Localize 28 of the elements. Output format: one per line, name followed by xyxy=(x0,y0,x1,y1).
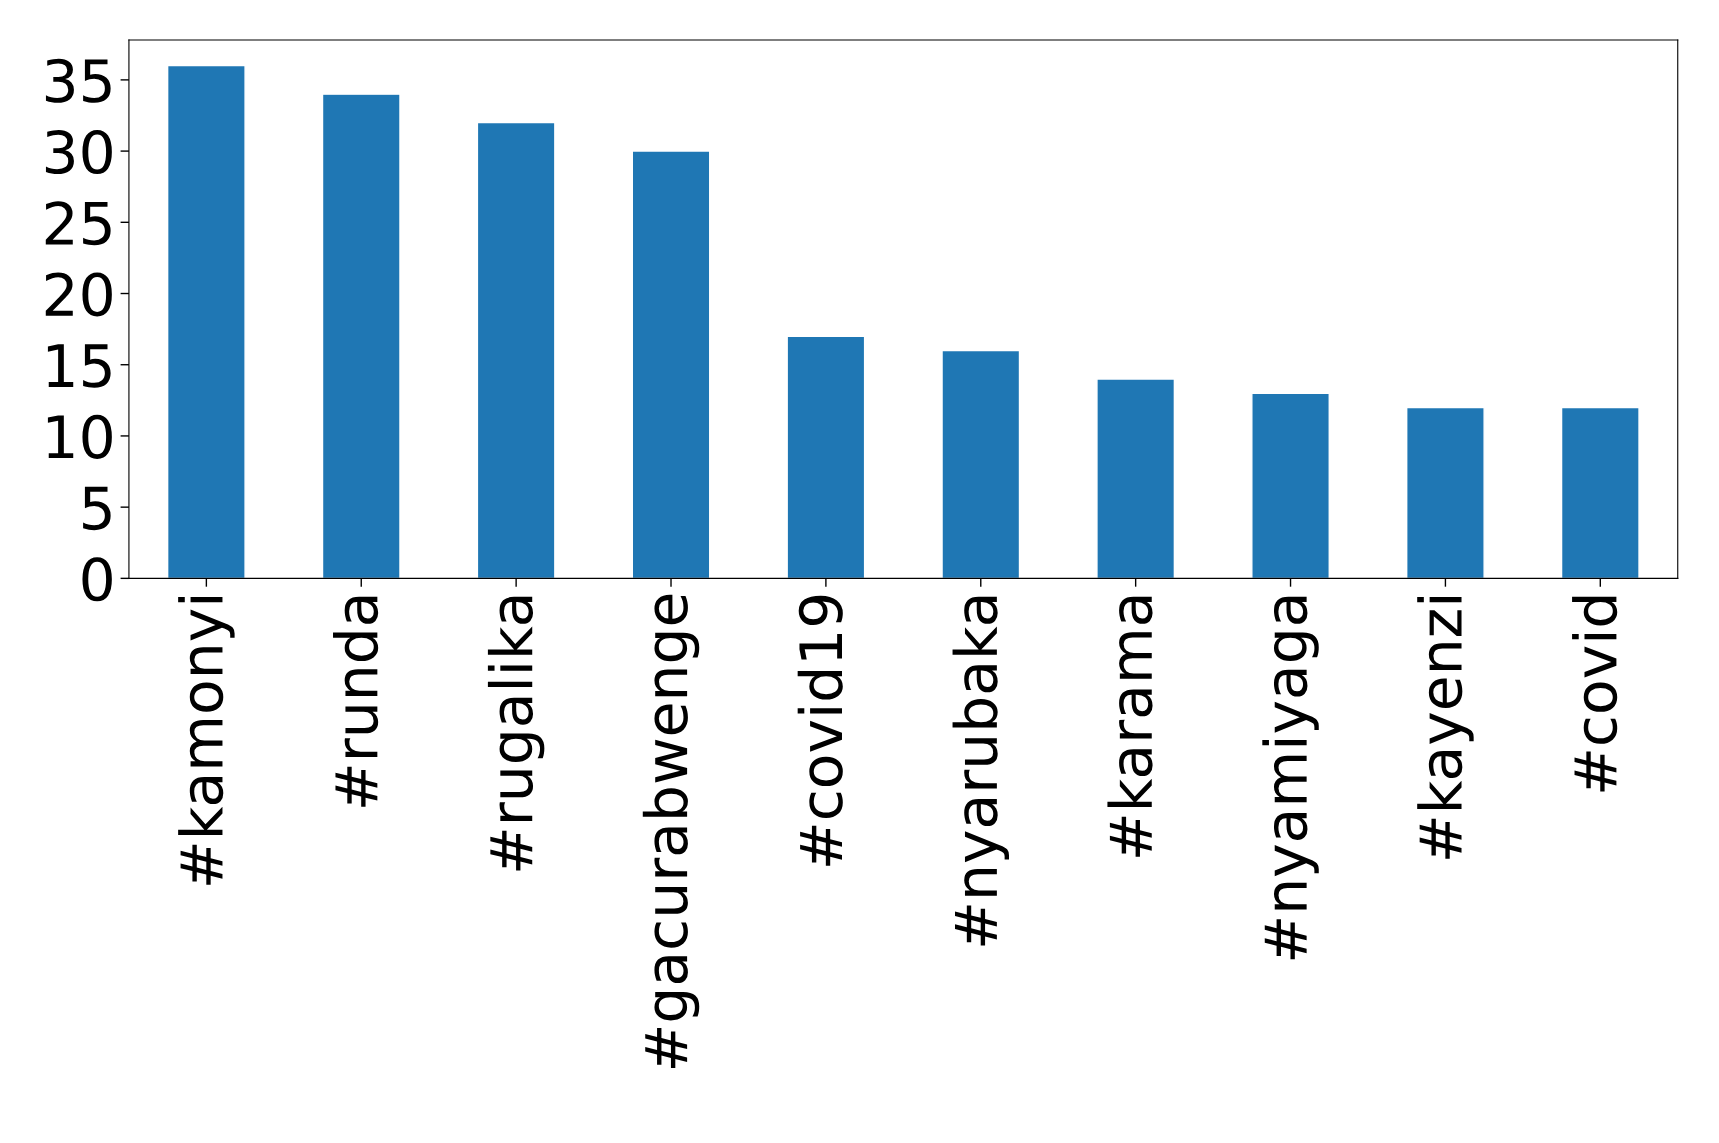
y-tick-label: 15 xyxy=(47,344,111,388)
x-tick-label: #covid19 xyxy=(797,595,843,866)
x-tick-label: #runda xyxy=(333,596,379,807)
y-tick-label: 30 xyxy=(45,129,112,175)
x-tick-label: #nyamiyaga xyxy=(1262,596,1319,960)
x-tick-label: #kamonyi xyxy=(178,597,235,885)
x-tick-label: #covid xyxy=(1572,596,1618,792)
x-tick-label: #gacurabwenge xyxy=(642,594,700,1069)
x-tick-label: #kayenzi xyxy=(1417,597,1474,859)
bar xyxy=(166,64,246,579)
y-tick-label: 0 xyxy=(82,557,112,602)
bar xyxy=(476,121,556,579)
y-tick-label: 25 xyxy=(45,201,111,246)
y-tick-label: 35 xyxy=(45,58,111,103)
y-tick-label: 5 xyxy=(83,486,111,531)
bar xyxy=(1406,406,1485,579)
x-tick-label: #rugalika xyxy=(487,596,545,871)
bar xyxy=(786,335,866,579)
bar xyxy=(321,93,401,579)
x-tick-label: #karama xyxy=(1107,596,1153,857)
bar xyxy=(631,150,711,579)
bar xyxy=(941,349,1021,579)
bar xyxy=(1096,378,1176,579)
x-tick-label: #nyarubaka xyxy=(952,596,1009,946)
y-tick-label: 20 xyxy=(45,272,112,317)
bar xyxy=(1251,392,1330,579)
y-tick-label: 10 xyxy=(47,414,112,459)
bar xyxy=(1560,406,1640,579)
